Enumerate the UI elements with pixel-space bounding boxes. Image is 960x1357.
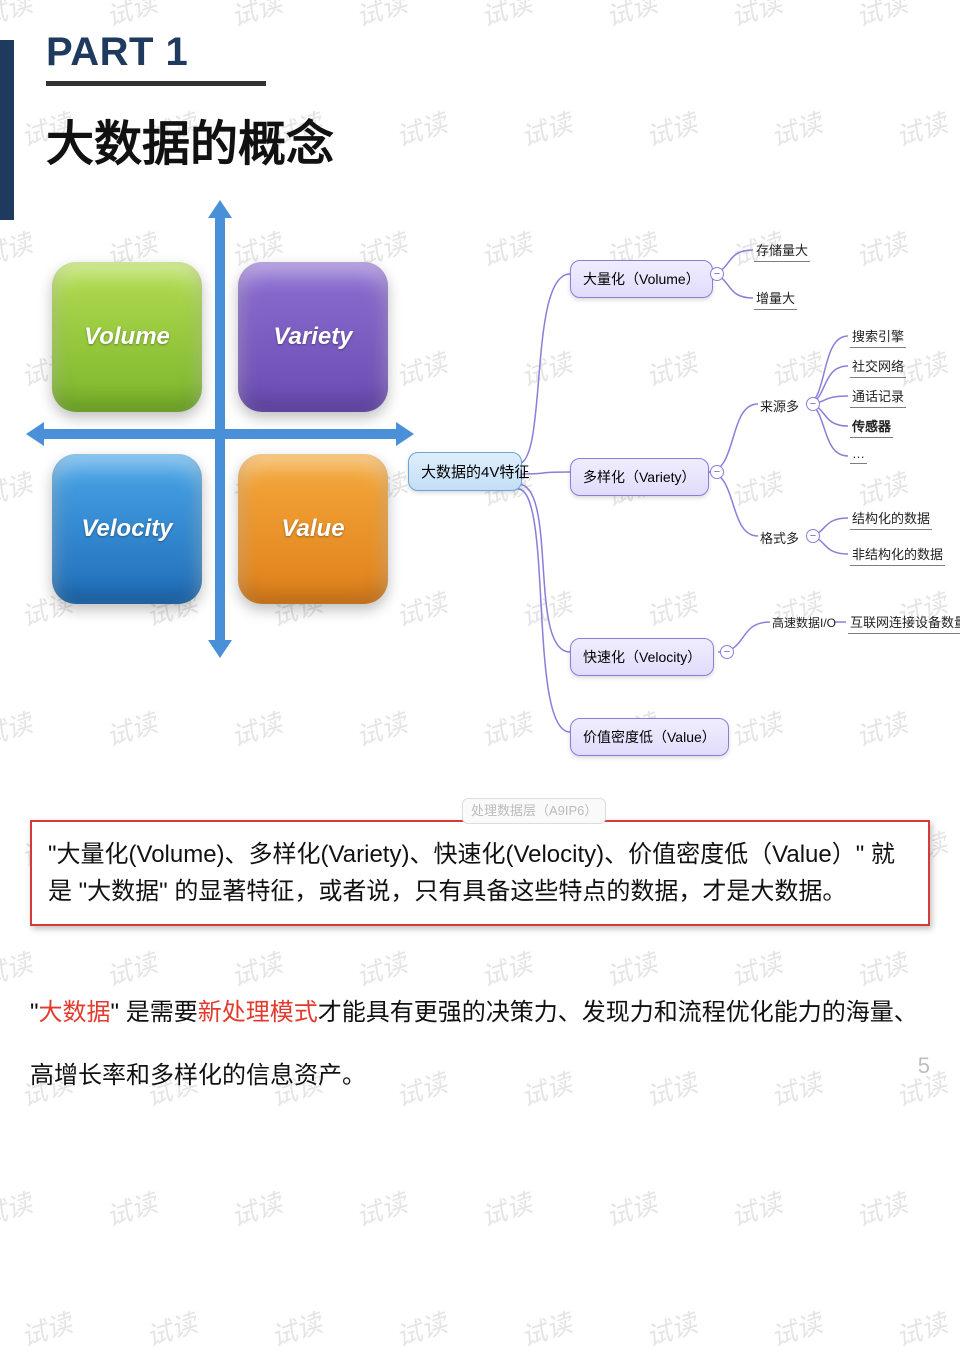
mindmap-leaf: 社交网络: [850, 356, 906, 378]
header-accent-bar: [0, 40, 14, 220]
collapse-icon: −: [806, 529, 820, 543]
collapse-icon: −: [710, 267, 724, 281]
mindmap-node-variety: 多样化（Variety）: [570, 458, 709, 496]
page-number: 5: [918, 1053, 930, 1079]
mindmap-leaf: 搜索引擎: [850, 326, 906, 348]
summary-box: 处理数据层（A9IP6） "大量化(Volume)、多样化(Variety)、快…: [30, 820, 930, 926]
definition-highlight: 新处理模式: [198, 999, 318, 1026]
collapse-icon: −: [710, 465, 724, 479]
mindmap-sub-source: 来源多: [760, 396, 799, 415]
definition-highlight: 大数据: [39, 999, 111, 1026]
quadrant-label: Variety: [273, 323, 352, 351]
part-label: PART 1: [46, 30, 960, 75]
collapse-icon: −: [806, 397, 820, 411]
mindmap-leaf: 存储量大: [754, 240, 810, 262]
quadrant-label: Velocity: [81, 515, 172, 543]
page-title: 大数据的概念: [46, 104, 960, 174]
mindmap-leaf: 传感器: [850, 416, 893, 438]
mindmap-node-velocity: 快速化（Velocity）: [570, 638, 714, 676]
quadrant-label: Value: [281, 515, 344, 543]
definition-paragraph: "大数据" 是需要新处理模式才能具有更强的决策力、发现力和流程优化能力的海量、高…: [30, 982, 930, 1107]
axis-vertical: [215, 214, 225, 644]
mindmap-leaf: 通话记录: [850, 386, 906, 408]
mindmap-node-value: 价值密度低（Value）: [570, 718, 729, 756]
summary-text: "大量化(Volume)、多样化(Variety)、快速化(Velocity)、…: [48, 841, 895, 905]
quadrant-value: Value: [238, 454, 388, 604]
mindmap-diagram: 大数据的4V特征 大量化（Volume） − 存储量大 增量大 多样化（Vari…: [408, 204, 960, 784]
quadrant-label: Volume: [84, 323, 170, 351]
quadrant-diagram: Volume Variety Velocity Value: [40, 214, 400, 654]
quadrant-variety: Variety: [238, 262, 388, 412]
quadrant-volume: Volume: [52, 262, 202, 412]
part-underline: [46, 81, 266, 86]
quadrant-velocity: Velocity: [52, 454, 202, 604]
mindmap-leaf: 非结构化的数据: [850, 544, 945, 566]
mindmap-leaf: …: [850, 446, 867, 464]
mindmap-leaf: 增量大: [754, 288, 797, 310]
summary-ghost-label: 处理数据层（A9IP6）: [462, 798, 606, 824]
collapse-icon: −: [720, 645, 734, 659]
mindmap-root: 大数据的4V特征: [408, 452, 522, 491]
mindmap-sub-format: 格式多: [760, 528, 799, 547]
mindmap-sub-velocity: 高速数据I/O: [772, 614, 836, 631]
mindmap-leaf: 互联网连接设备数量增长: [848, 612, 960, 634]
mindmap-node-volume: 大量化（Volume）: [570, 260, 713, 298]
mindmap-leaf: 结构化的数据: [850, 508, 932, 530]
